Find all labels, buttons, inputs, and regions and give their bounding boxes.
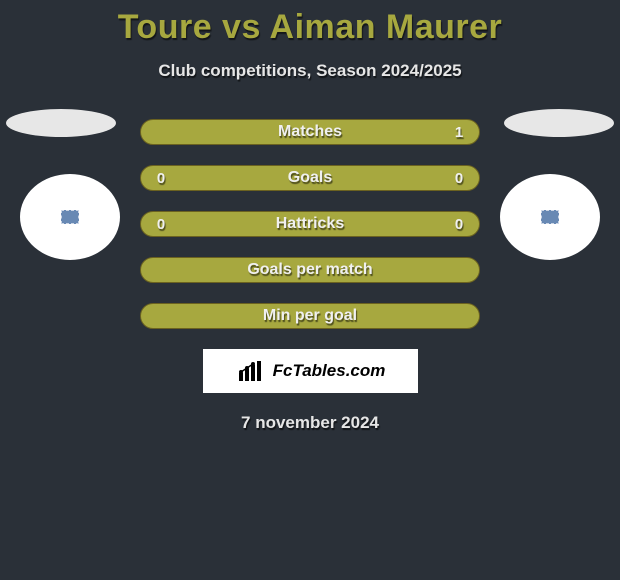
stat-rows: Matches 1 0 Goals 0 0 Hattricks 0 Goals … (140, 119, 480, 329)
stat-right-value: 0 (451, 216, 467, 233)
stat-right-value: 1 (451, 124, 467, 141)
stat-row: Min per goal (140, 303, 480, 329)
stat-label: Matches (169, 123, 451, 141)
comparison-card: Toure vs Aiman Maurer Club competitions,… (0, 0, 620, 433)
player-avatar-left (20, 174, 120, 260)
shadow-ellipse-right (504, 109, 614, 137)
avatar-placeholder-icon (61, 210, 79, 224)
stat-row: Matches 1 (140, 119, 480, 145)
stat-row: 0 Hattricks 0 (140, 211, 480, 237)
stat-row: Goals per match (140, 257, 480, 283)
player-avatar-right (500, 174, 600, 260)
logo-box: FcTables.com (203, 349, 418, 393)
page-title: Toure vs Aiman Maurer (0, 8, 620, 47)
avatar-placeholder-icon (541, 210, 559, 224)
stat-right-value: 0 (451, 170, 467, 187)
date-text: 7 november 2024 (0, 413, 620, 433)
stat-label: Goals per match (169, 261, 451, 279)
stat-left-value: 0 (153, 216, 169, 233)
subtitle: Club competitions, Season 2024/2025 (0, 61, 620, 81)
stat-area: Matches 1 0 Goals 0 0 Hattricks 0 Goals … (0, 119, 620, 329)
shadow-ellipse-left (6, 109, 116, 137)
stat-label: Hattricks (169, 215, 451, 233)
stat-row: 0 Goals 0 (140, 165, 480, 191)
stat-left-value: 0 (153, 170, 169, 187)
stat-label: Min per goal (169, 307, 451, 325)
logo-text: FcTables.com (273, 361, 386, 381)
bar-chart-icon (235, 361, 271, 381)
stat-label: Goals (169, 169, 451, 187)
